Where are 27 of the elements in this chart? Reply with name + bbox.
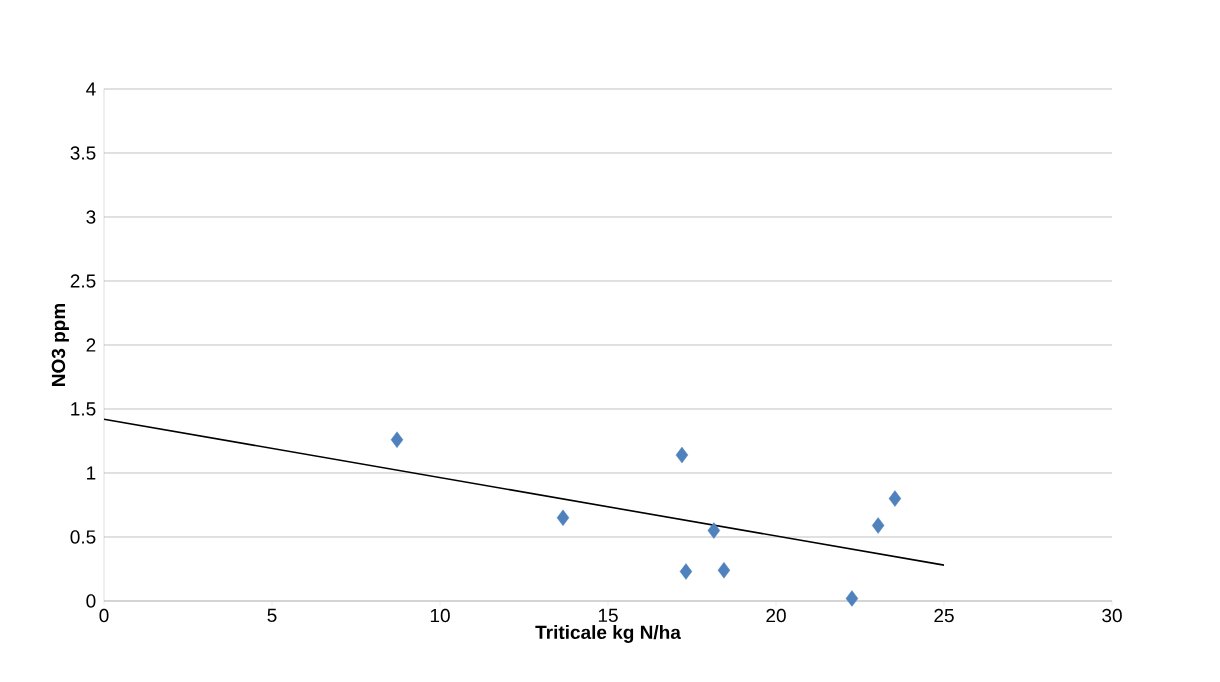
x-axis-title: Triticale kg N/ha (535, 625, 681, 643)
point (871, 517, 885, 534)
point (675, 446, 689, 464)
x-tick-label: 5 (267, 608, 277, 623)
x-tick-label: 30 (1102, 608, 1122, 623)
point (888, 490, 902, 507)
point (390, 431, 404, 448)
y-tick-label: 0 (86, 594, 96, 608)
y-tick-label: 3 (86, 210, 96, 224)
point (707, 522, 721, 539)
point (679, 563, 693, 580)
y-tick-label: 3.5 (70, 146, 96, 160)
point (556, 509, 570, 526)
x-tick-label: 0 (99, 608, 109, 623)
x-tick-label: 15 (598, 608, 618, 623)
y-tick-label: 1 (87, 466, 96, 480)
x-tick-label: 25 (934, 608, 954, 623)
y-tick-label: 2 (86, 338, 96, 352)
point (845, 590, 859, 607)
y-tick-label: 2.5 (70, 274, 96, 288)
y-axis-title: NO3 ppm (51, 303, 69, 386)
x-tick-label: 10 (430, 608, 450, 623)
x-tick-label: 20 (766, 608, 786, 623)
y-tick-label: 4 (86, 82, 96, 96)
y-tick-label: 0.5 (70, 530, 96, 544)
y-tick-label: 1.5 (71, 402, 96, 416)
point (717, 562, 731, 579)
